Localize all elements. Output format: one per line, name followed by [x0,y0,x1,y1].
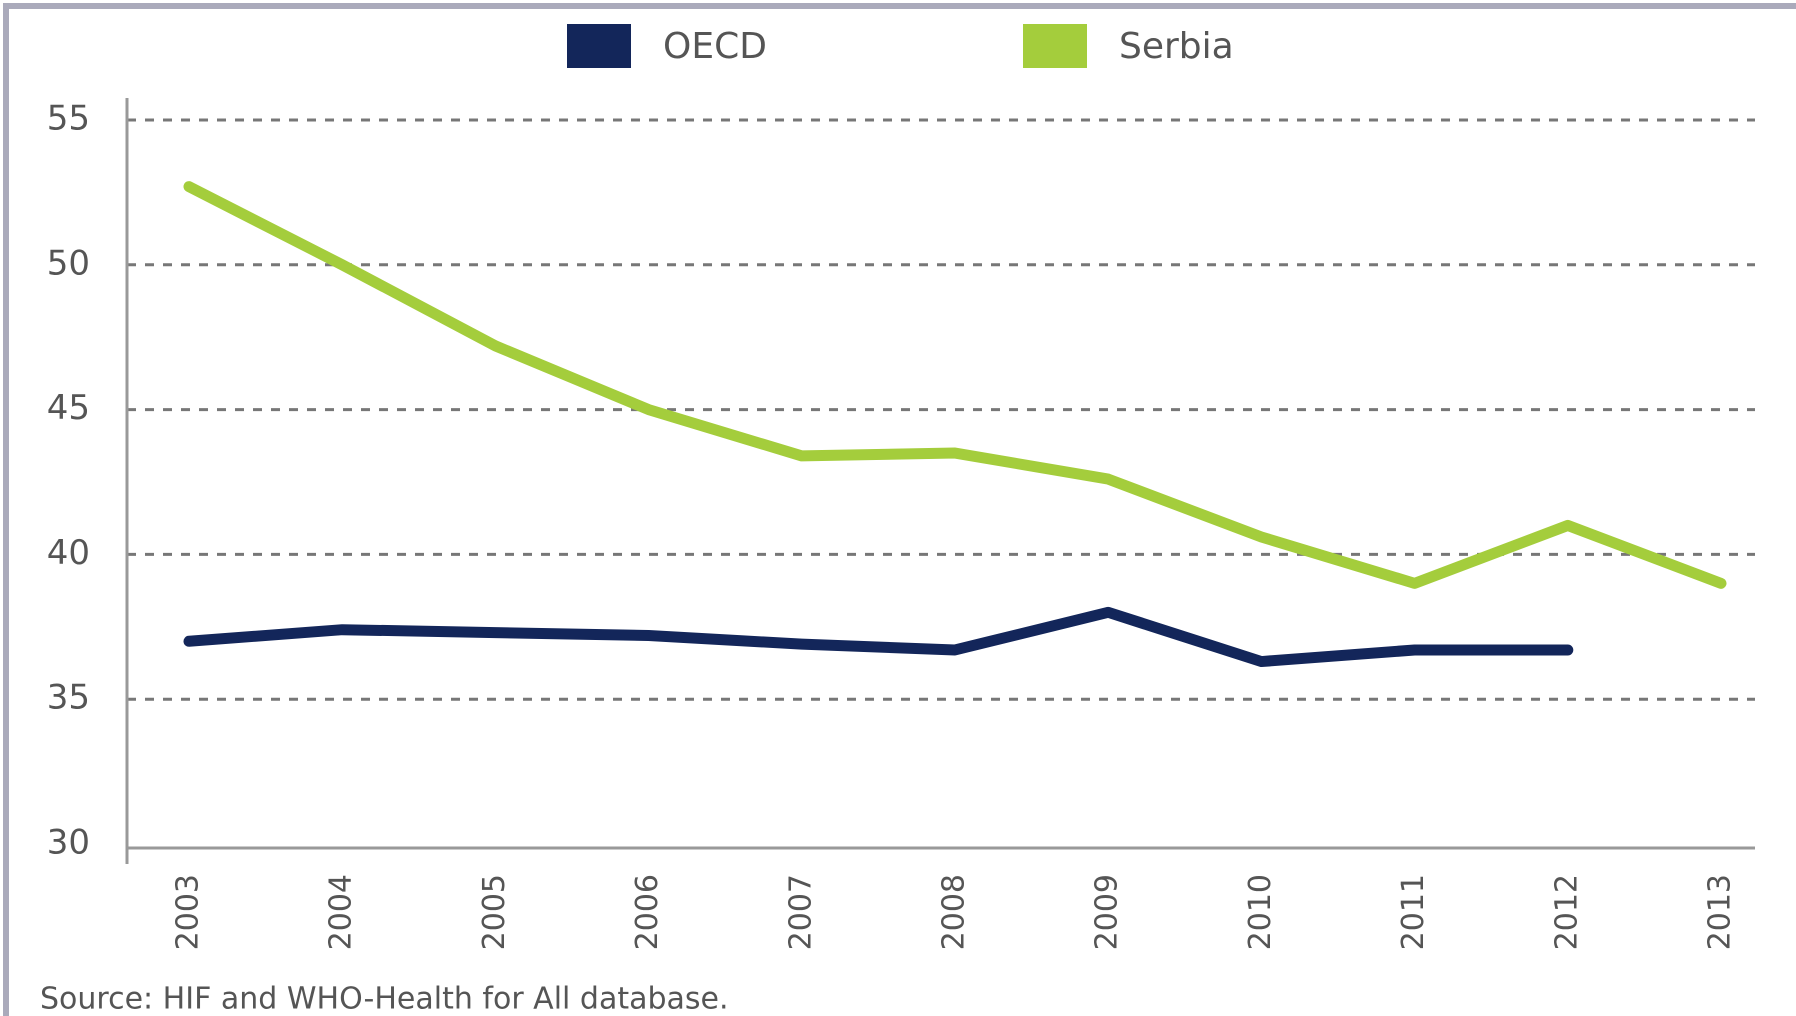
frame [3,3,1796,1016]
x-tick-label: 2003 [171,874,206,950]
legend-swatch [567,24,631,68]
x-tick-label: 2008 [937,874,972,950]
y-tick-label: 50 [47,243,90,283]
y-tick-label: 30 [47,823,90,863]
x-tick-label: 2013 [1703,874,1738,950]
x-tick-label: 2012 [1549,874,1584,950]
y-tick-label: 55 [47,99,90,139]
y-tick-label: 40 [47,533,90,573]
x-tick-label: 2011 [1396,874,1431,950]
legend-swatch [1023,24,1087,68]
x-tick-label: 2005 [477,874,512,950]
x-tick-label: 2007 [783,874,818,950]
y-tick-label: 45 [47,388,90,428]
x-tick-label: 2004 [324,874,359,950]
y-tick-label: 35 [47,678,90,718]
source: Source: HIF and WHO-Health for All datab… [40,982,729,1016]
x-tick-label: 2009 [1090,874,1125,950]
x-tick-label: 2006 [630,874,665,950]
series-line [183,181,1727,589]
legend-label: Serbia [1119,26,1234,67]
legend-label: OECD [663,26,767,67]
series-line [183,606,1574,668]
x-tick-label: 2010 [1243,874,1278,950]
